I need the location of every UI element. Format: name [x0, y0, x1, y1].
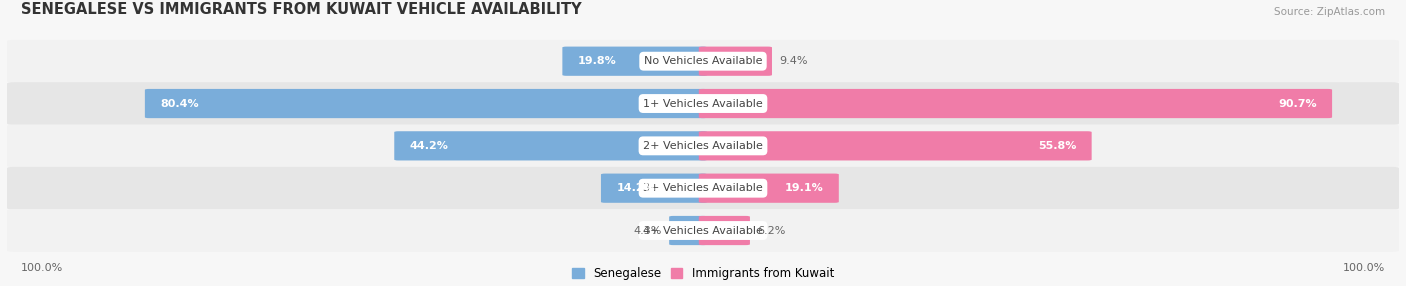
Text: 100.0%: 100.0%	[1343, 263, 1385, 273]
FancyBboxPatch shape	[7, 124, 1399, 167]
Text: No Vehicles Available: No Vehicles Available	[644, 56, 762, 66]
Text: 80.4%: 80.4%	[160, 99, 200, 108]
FancyBboxPatch shape	[7, 82, 1399, 125]
Text: 4+ Vehicles Available: 4+ Vehicles Available	[643, 226, 763, 235]
Text: 3+ Vehicles Available: 3+ Vehicles Available	[643, 183, 763, 193]
Text: 9.4%: 9.4%	[779, 56, 807, 66]
FancyBboxPatch shape	[699, 174, 839, 203]
Text: 1+ Vehicles Available: 1+ Vehicles Available	[643, 99, 763, 108]
Text: 44.2%: 44.2%	[409, 141, 449, 151]
Text: 14.2%: 14.2%	[616, 183, 655, 193]
FancyBboxPatch shape	[699, 131, 1091, 160]
FancyBboxPatch shape	[394, 131, 707, 160]
FancyBboxPatch shape	[7, 209, 1399, 252]
Legend: Senegalese, Immigrants from Kuwait: Senegalese, Immigrants from Kuwait	[572, 267, 834, 280]
Text: 19.1%: 19.1%	[785, 183, 824, 193]
FancyBboxPatch shape	[7, 167, 1399, 210]
FancyBboxPatch shape	[145, 89, 707, 118]
FancyBboxPatch shape	[669, 216, 707, 245]
FancyBboxPatch shape	[699, 216, 749, 245]
FancyBboxPatch shape	[600, 174, 707, 203]
Text: 90.7%: 90.7%	[1278, 99, 1316, 108]
Text: 2+ Vehicles Available: 2+ Vehicles Available	[643, 141, 763, 151]
Text: SENEGALESE VS IMMIGRANTS FROM KUWAIT VEHICLE AVAILABILITY: SENEGALESE VS IMMIGRANTS FROM KUWAIT VEH…	[21, 2, 582, 17]
Text: 19.8%: 19.8%	[578, 56, 617, 66]
Text: 4.3%: 4.3%	[634, 226, 662, 235]
FancyBboxPatch shape	[7, 40, 1399, 83]
FancyBboxPatch shape	[699, 89, 1331, 118]
Text: 6.2%: 6.2%	[756, 226, 786, 235]
Text: 100.0%: 100.0%	[21, 263, 63, 273]
Text: 55.8%: 55.8%	[1038, 141, 1076, 151]
FancyBboxPatch shape	[699, 47, 772, 76]
FancyBboxPatch shape	[562, 47, 707, 76]
Text: Source: ZipAtlas.com: Source: ZipAtlas.com	[1274, 7, 1385, 17]
